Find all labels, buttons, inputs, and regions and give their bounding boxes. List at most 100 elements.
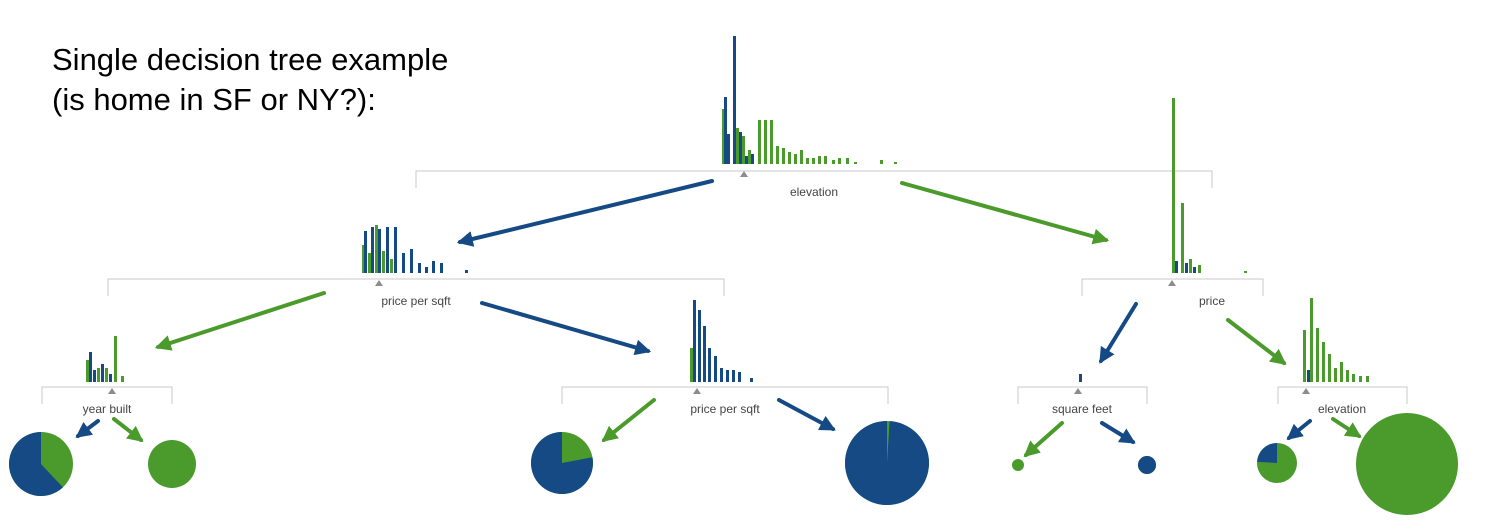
arrow-ll-to-leaf-1	[75, 419, 100, 438]
left-right-histogram	[690, 300, 753, 382]
leaf-2-sf-slice	[148, 440, 196, 488]
left-left-split-label: year built	[83, 402, 132, 416]
left-histogram-bar	[410, 249, 413, 273]
node-labels: elevation price per sqft price year buil…	[83, 185, 1366, 416]
leaf-8-pie	[1356, 413, 1458, 515]
right-left-split-bracket	[1017, 386, 1148, 404]
right-histogram-bar	[1193, 267, 1196, 273]
leaf-pies	[8, 413, 1458, 515]
right-left-split-marker	[1074, 388, 1082, 394]
root-histogram-bar	[812, 158, 815, 164]
left-right-histogram-bar	[732, 370, 735, 382]
root-histogram-bar	[742, 136, 745, 164]
arrow-right-to-right-left	[1099, 302, 1138, 364]
right-right-split-marker	[1302, 388, 1310, 394]
left-right-histogram-bar	[750, 378, 753, 382]
right-right-histogram-bar	[1328, 354, 1331, 382]
root-split-bracket	[415, 170, 1213, 188]
left-histogram-bar	[390, 259, 393, 273]
root-histogram-bar	[748, 150, 751, 164]
root-histogram-bar	[782, 148, 785, 164]
right-histogram-bar	[1189, 259, 1192, 273]
right-right-histogram-bar	[1307, 370, 1310, 382]
left-right-histogram-bar	[738, 372, 741, 382]
right-right-histogram-bar	[1352, 374, 1355, 382]
title-line-2: (is home in SF or NY?):	[52, 82, 376, 117]
root-histogram-bar	[736, 128, 739, 164]
right-right-histogram	[1303, 298, 1369, 382]
right-histogram-bar	[1172, 98, 1175, 273]
left-histogram-bar	[432, 261, 435, 273]
title-line-1: Single decision tree example	[52, 42, 449, 77]
left-left-histogram-bar	[105, 368, 108, 382]
root-histogram-bar	[758, 120, 761, 164]
right-right-histogram-bar	[1366, 376, 1369, 382]
leaf-4-pie	[844, 421, 929, 505]
right-left-split-label: square feet	[1052, 402, 1113, 416]
leaf-7-ny-slice	[1257, 443, 1277, 463]
right-right-split-bracket	[1277, 386, 1408, 404]
right-right-histogram-bar	[1334, 368, 1337, 382]
left-histogram-bar	[378, 229, 381, 273]
left-right-histogram-bar	[693, 300, 696, 382]
root-histogram-bar	[894, 162, 897, 164]
left-histogram-bar	[394, 227, 397, 273]
arrow-rr-to-leaf-8	[1331, 417, 1362, 438]
root-histogram-bar	[751, 154, 754, 164]
root-histogram-bar	[880, 160, 883, 164]
right-right-split-label: elevation	[1318, 402, 1366, 416]
root-histogram	[722, 36, 897, 164]
left-left-histogram-bar	[93, 370, 96, 382]
left-left-histogram-bar	[101, 364, 104, 382]
left-left-split-bracket	[41, 386, 173, 404]
left-histogram-bar	[402, 253, 405, 273]
leaf-6-pie	[1138, 456, 1156, 474]
arrow-root-to-left	[456, 179, 714, 247]
left-histogram-bar	[382, 251, 385, 273]
left-histogram	[362, 225, 468, 273]
left-histogram-bar	[375, 225, 378, 273]
leaf-8-sf-slice	[1356, 413, 1458, 515]
leaf-1-ny-slice	[8, 432, 63, 497]
left-histogram-bar	[425, 267, 428, 273]
arrow-rl-to-leaf-6	[1100, 421, 1136, 444]
right-right-histogram-bar	[1310, 298, 1313, 382]
right-histogram-bar	[1198, 265, 1201, 273]
left-left-split-marker	[108, 388, 116, 394]
left-left-histogram-bar	[109, 374, 112, 382]
left-left-histogram-bar	[121, 376, 124, 382]
arrow-lr-to-leaf-4	[777, 398, 836, 431]
left-left-histogram-bar	[89, 352, 92, 382]
root-histogram-bar	[776, 146, 779, 164]
arrow-left-to-left-right	[480, 301, 652, 356]
arrows	[75, 179, 1362, 458]
leaf-7-pie	[1257, 443, 1297, 483]
left-right-histogram-bar	[708, 348, 711, 382]
right-split-bracket	[1081, 278, 1264, 296]
root-split-label: elevation	[790, 185, 838, 199]
left-right-split-bracket	[561, 386, 889, 404]
left-left-histogram	[86, 336, 124, 382]
root-histogram-bar	[838, 158, 841, 164]
right-histogram-bar	[1185, 263, 1188, 273]
left-histogram-bar	[362, 245, 365, 273]
arrow-ll-to-leaf-2	[112, 417, 144, 442]
right-histogram-bar	[1244, 271, 1247, 273]
right-histogram-bar	[1181, 203, 1184, 273]
diagram-title: Single decision tree example (is home in…	[52, 40, 522, 120]
left-right-histogram-bar	[720, 368, 723, 382]
histograms	[86, 36, 1369, 382]
leaf-1-pie	[8, 432, 73, 497]
right-right-histogram-bar	[1322, 342, 1325, 382]
root-split-marker	[740, 171, 748, 177]
root-histogram-bar	[733, 36, 736, 164]
root-histogram-bar	[764, 120, 767, 164]
root-histogram-bar	[745, 156, 748, 164]
root-histogram-bar	[722, 109, 725, 164]
right-right-histogram-bar	[1316, 328, 1319, 382]
root-histogram-bar	[724, 97, 727, 164]
leaf-3-ny-slice	[531, 432, 593, 494]
leaf-4-ny-slice	[844, 421, 929, 505]
left-split-marker	[375, 280, 383, 286]
left-split-label: price per sqft	[381, 294, 451, 308]
